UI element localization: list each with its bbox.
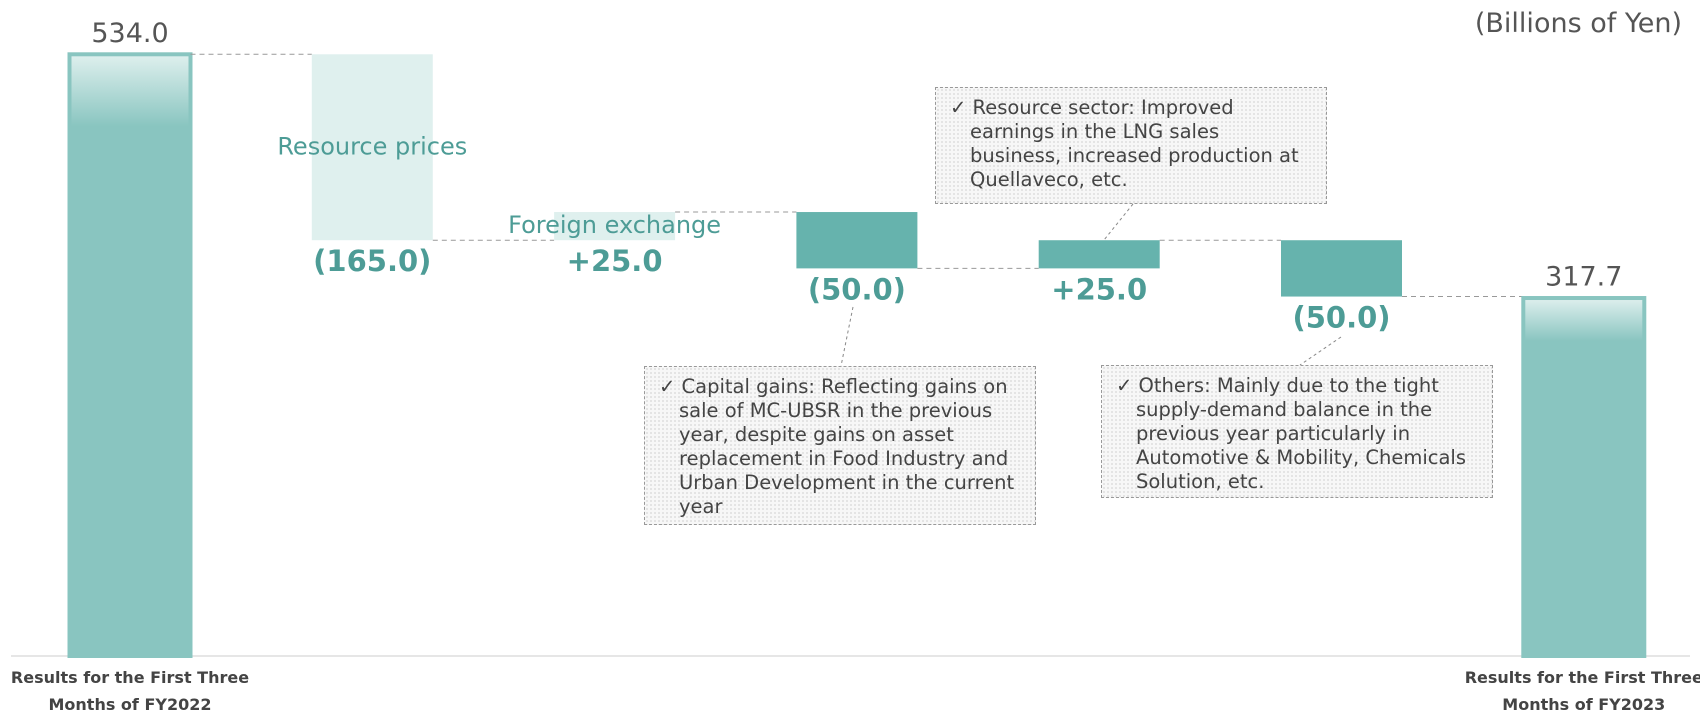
bar: [1038, 240, 1160, 269]
bar: [1281, 240, 1402, 297]
annotation: ✓ Capital gains: Reflecting gains on sal…: [644, 366, 1036, 525]
unit-label: (Billions of Yen): [1474, 8, 1682, 39]
bar: [554, 212, 676, 241]
x-category-label: Results for the First Three Months of FY…: [1464, 668, 1700, 713]
leader-line: [1103, 203, 1134, 241]
value-label: +25.0: [1051, 272, 1147, 306]
leader-line: [1299, 336, 1342, 366]
value-label: (50.0): [1292, 301, 1390, 335]
leader-line: [840, 306, 854, 367]
category-label: Foreign exchange: [508, 211, 721, 239]
bar: [796, 212, 918, 269]
x-category-label: Results for the First Three Months of FY…: [10, 668, 250, 713]
annotation: ✓ Others: Mainly due to the tight supply…: [1101, 365, 1493, 498]
bar: [67, 52, 193, 658]
value-label: (165.0): [313, 244, 431, 278]
category-label: Resource prices: [277, 132, 467, 160]
value-label: +25.0: [567, 244, 663, 278]
annotation: ✓ Resource sector: Improved earnings in …: [935, 87, 1327, 204]
value-label: 317.7: [1545, 262, 1622, 293]
value-label: (50.0): [808, 272, 906, 306]
value-label: 534.0: [91, 18, 168, 49]
bar: [311, 54, 433, 241]
bar: [1521, 296, 1647, 658]
